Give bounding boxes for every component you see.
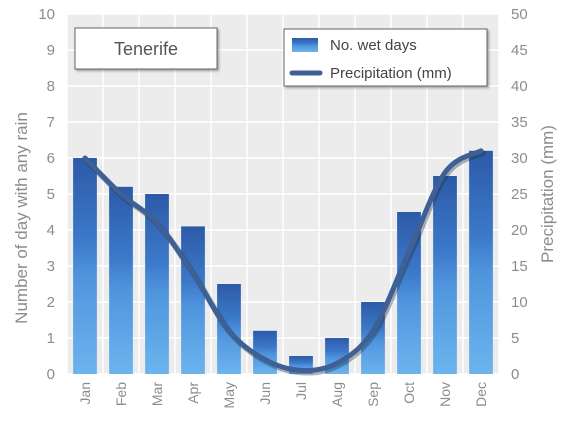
x-tick-label: Apr (185, 382, 201, 404)
right-axis-title: Precipitation (mm) (538, 125, 557, 263)
bar-nov (433, 176, 457, 374)
right-tick-label: 15 (511, 258, 528, 275)
bar-dec (469, 151, 493, 374)
x-tick-label: Oct (401, 382, 417, 404)
left-tick-label: 4 (47, 222, 55, 239)
x-tick-label: Feb (113, 382, 129, 406)
bar-apr (181, 226, 205, 374)
right-tick-label: 25 (511, 186, 528, 203)
x-tick-label: Aug (329, 382, 345, 407)
left-tick-label: 6 (47, 150, 55, 167)
left-tick-label: 5 (47, 186, 55, 203)
left-tick-label: 3 (47, 258, 55, 275)
right-tick-label: 10 (511, 294, 528, 311)
legend-line-label: Precipitation (mm) (330, 65, 452, 82)
left-tick-label: 10 (38, 6, 55, 23)
right-tick-label: 35 (511, 114, 528, 131)
legend-bar-label: No. wet days (330, 37, 417, 54)
left-axis-ticks: 0 1 2 3 4 5 6 7 8 9 10 (38, 6, 55, 383)
left-tick-label: 7 (47, 114, 55, 131)
title-box: Tenerife (75, 28, 217, 69)
chart-title: Tenerife (114, 39, 178, 59)
left-tick-label: 1 (47, 330, 55, 347)
left-tick-label: 9 (47, 42, 55, 59)
left-tick-label: 2 (47, 294, 55, 311)
right-tick-label: 40 (511, 78, 528, 95)
x-tick-label: Dec (473, 382, 489, 407)
legend: No. wet days Precipitation (mm) (284, 29, 487, 86)
x-tick-label: Sep (365, 382, 381, 407)
right-axis-ticks: 0 5 10 15 20 25 30 35 40 45 50 (511, 6, 528, 383)
right-tick-label: 50 (511, 6, 528, 23)
right-tick-label: 20 (511, 222, 528, 239)
x-tick-label: Jul (293, 382, 309, 400)
bar-feb (109, 187, 133, 374)
x-axis-ticks: Jan Feb Mar Apr May Jun Jul Aug Sep Oct Nov Dec (77, 382, 489, 409)
right-tick-label: 0 (511, 366, 519, 383)
x-tick-label: Nov (437, 382, 453, 407)
x-tick-label: Jan (77, 382, 93, 405)
bar-jan (73, 158, 97, 374)
left-axis-title: Number of day with any rain (12, 112, 31, 324)
left-tick-label: 8 (47, 78, 55, 95)
x-tick-label: May (221, 382, 237, 408)
legend-bar-swatch (292, 38, 318, 52)
right-tick-label: 30 (511, 150, 528, 167)
left-tick-label: 0 (47, 366, 55, 383)
x-tick-label: Jun (257, 382, 273, 405)
x-tick-label: Mar (149, 382, 165, 406)
right-tick-label: 5 (511, 330, 519, 347)
right-tick-label: 45 (511, 42, 528, 59)
